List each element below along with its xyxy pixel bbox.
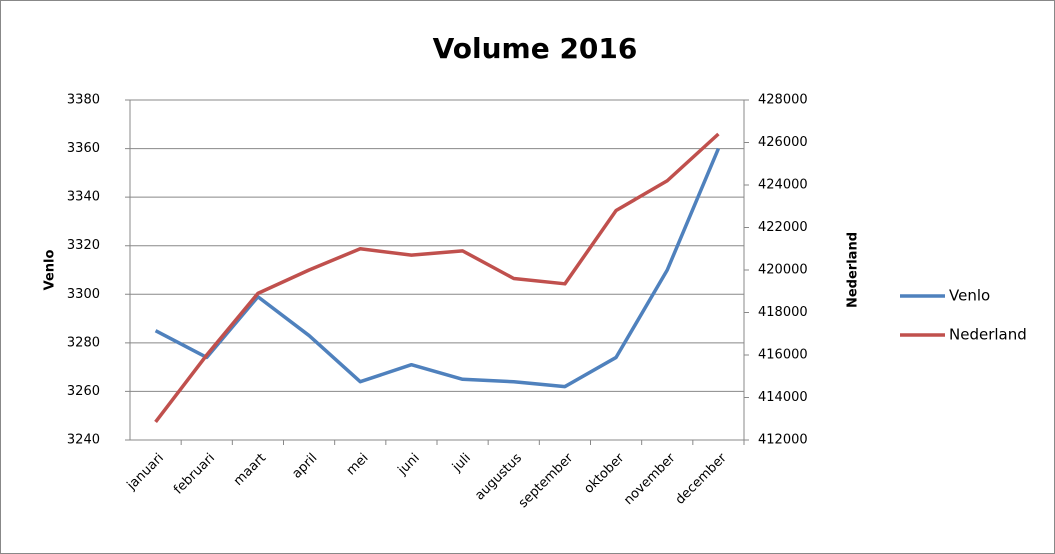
y2-axis-label: Nederland [846, 232, 861, 308]
y2-tick-label: 424000 [758, 178, 808, 193]
y2-tick-label: 422000 [758, 220, 808, 235]
legend-label: Venlo [949, 287, 990, 305]
y-tick-label: 3260 [67, 384, 100, 399]
y-tick-label: 3380 [67, 93, 100, 108]
y2-tick-label: 418000 [758, 305, 808, 320]
y2-tick-label: 414000 [758, 390, 808, 405]
line-series [154, 132, 720, 424]
y2-tick-label: 416000 [758, 348, 808, 363]
y-axis-label: Venlo [43, 250, 58, 291]
line-series [154, 147, 721, 389]
y-tick-label: 3360 [67, 141, 100, 156]
y2-tick-label: 428000 [758, 93, 808, 108]
legend-label: Nederland [949, 326, 1027, 344]
y2-tick-label: 420000 [758, 263, 808, 278]
y-tick-label: 3320 [67, 238, 100, 253]
chart-title: Volume 2016 [433, 32, 638, 65]
y2-tick-label: 426000 [758, 135, 808, 150]
y-tick-label: 3300 [67, 287, 100, 302]
y-tick-label: 3340 [67, 190, 100, 205]
y-tick-label: 3280 [67, 335, 100, 350]
y-tick-label: 3240 [67, 433, 100, 448]
y2-tick-label: 412000 [758, 433, 808, 448]
